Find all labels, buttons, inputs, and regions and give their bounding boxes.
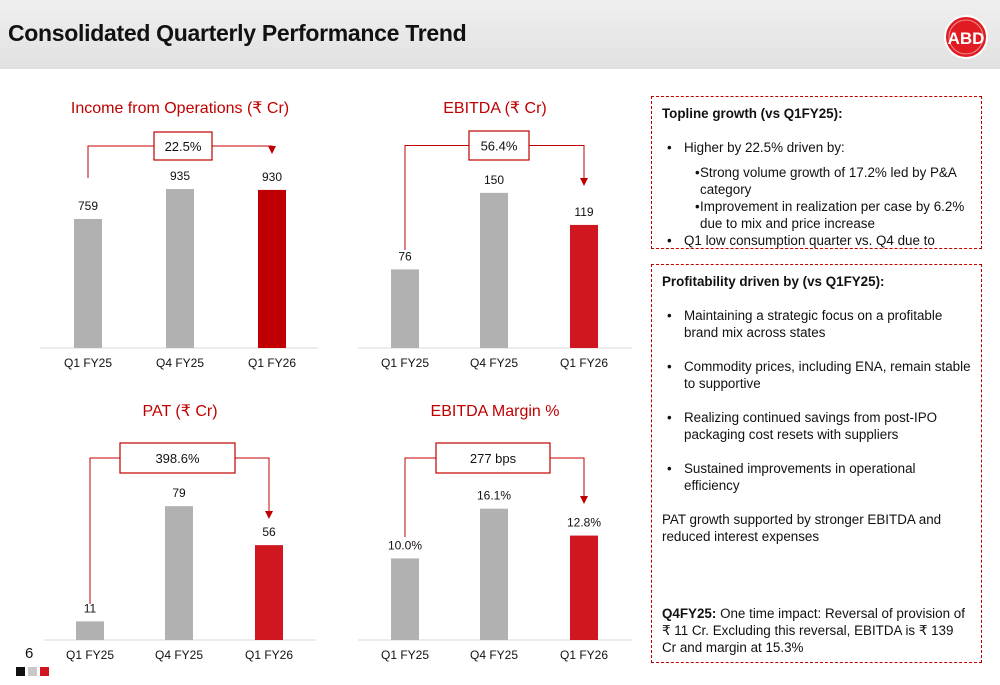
category-label: Q1 FY26 bbox=[560, 356, 608, 370]
growth-bracket-right bbox=[212, 145, 273, 147]
topline-sub-bullet-1-text: Strong volume growth of 17.2% led by P&A… bbox=[700, 165, 957, 197]
data-label: 935 bbox=[170, 169, 190, 183]
bar-q1-fy25 bbox=[76, 621, 104, 640]
category-label: Q4 FY25 bbox=[156, 356, 204, 370]
category-label: Q1 FY25 bbox=[381, 648, 429, 662]
bar-q4-fy25 bbox=[166, 189, 194, 348]
chart-ebitda: EBITDA (₹ Cr) 76 Q1 FY25 150 Q4 FY25 119 Q1 FY… bbox=[358, 100, 632, 370]
growth-arrow-head bbox=[580, 496, 588, 504]
profitability-heading: Profitability driven by (vs Q1FY25): bbox=[662, 274, 885, 289]
growth-label: 398.6% bbox=[155, 451, 200, 466]
data-label: 12.8% bbox=[567, 516, 601, 530]
chart-title: EBITDA Margin % bbox=[431, 403, 560, 420]
profitability-bullet-1: Maintaining a strategic focus on a profi… bbox=[662, 307, 971, 341]
growth-bracket-right bbox=[235, 457, 270, 512]
bar-q1-fy25 bbox=[391, 269, 419, 348]
data-label: 930 bbox=[262, 170, 282, 184]
pat-note: PAT growth supported by stronger EBITDA … bbox=[662, 512, 942, 544]
bar-q1-fy26 bbox=[255, 545, 283, 640]
bar-q1-fy26 bbox=[570, 224, 598, 348]
chart-ebitda-margin: EBITDA Margin % 10.0% Q1 FY25 16.1% Q4 FY25 1… bbox=[358, 403, 632, 662]
category-label: Q1 FY25 bbox=[66, 648, 114, 662]
chart-income-from-operations: Income from Operations (₹ Cr) 759 Q1 FY25 9… bbox=[40, 100, 318, 370]
category-label: Q1 FY26 bbox=[245, 648, 293, 662]
category-label: Q1 FY25 bbox=[381, 356, 429, 370]
growth-box bbox=[153, 131, 213, 161]
bar-q4-fy25 bbox=[165, 506, 193, 640]
data-label: 119 bbox=[574, 205, 593, 219]
bar-q4-fy25 bbox=[480, 508, 508, 640]
topline-sub-bullet-2: • Improvement in realization per case by … bbox=[695, 199, 965, 231]
footer-square-red bbox=[40, 667, 49, 676]
footer-square-gray bbox=[28, 667, 37, 676]
chart-title: EBITDA (₹ Cr) bbox=[443, 100, 547, 117]
growth-arrow-head bbox=[268, 146, 276, 154]
category-label: Q4 FY25 bbox=[470, 356, 518, 370]
growth-box bbox=[119, 442, 236, 474]
company-logo: ABD bbox=[944, 15, 988, 59]
q4-label: Q4FY25: bbox=[662, 606, 717, 621]
topline-bullet-1: Higher by 22.5% driven by: bbox=[662, 139, 971, 156]
growth-label: 277 bps bbox=[470, 451, 517, 466]
chart-title: PAT (₹ Cr) bbox=[142, 403, 217, 420]
growth-box bbox=[435, 442, 551, 474]
topline-bullet-2: Q1 low consumption quarter vs. Q4 due to… bbox=[662, 232, 971, 248]
growth-label: 56.4% bbox=[481, 139, 518, 154]
growth-box bbox=[468, 130, 530, 161]
page-title: Consolidated Quarterly Performance Trend bbox=[8, 20, 467, 46]
q4-note-text: One time impact: Reversal of provision o… bbox=[662, 606, 965, 655]
topline-heading: Topline growth (vs Q1FY25): bbox=[662, 106, 843, 121]
data-label: 79 bbox=[172, 486, 186, 500]
category-label: Q1 FY25 bbox=[64, 356, 112, 370]
growth-bracket-right bbox=[550, 457, 585, 497]
q4-note: Q4FY25: One time impact: Reversal of pro… bbox=[662, 605, 971, 656]
bar-q1-fy26 bbox=[258, 189, 286, 348]
chart-title: Income from Operations (₹ Cr) bbox=[71, 100, 289, 117]
charts-area: Income from Operations (₹ Cr) 759 Q1 FY25 9… bbox=[40, 100, 632, 662]
data-label: 11 bbox=[84, 601, 97, 615]
bar-q1-fy25 bbox=[391, 558, 419, 640]
growth-bracket-left bbox=[404, 457, 436, 537]
bar-q1-fy25 bbox=[74, 218, 102, 348]
growth-arrow-head bbox=[265, 511, 273, 519]
growth-bracket-left bbox=[404, 145, 469, 250]
bar-q4-fy25 bbox=[480, 192, 508, 348]
topline-sub-bullet-2-text: Improvement in realization per case by 6… bbox=[700, 199, 965, 231]
chart-pat: PAT (₹ Cr) 11 Q1 FY25 79 Q4 FY25 56 Q1 FY26 398… bbox=[44, 403, 316, 662]
bar-q1-fy26 bbox=[570, 535, 598, 640]
growth-label: 22.5% bbox=[165, 139, 202, 154]
page-number: 6 bbox=[25, 645, 34, 662]
header-bar: Consolidated Quarterly Performance Trend… bbox=[0, 0, 1000, 69]
profitability-bullet-3: Realizing continued savings from post-IP… bbox=[662, 409, 971, 443]
data-label: 76 bbox=[398, 249, 412, 263]
profitability-bullet-4: Sustained improvements in operational ef… bbox=[662, 460, 971, 494]
svg-text:ABD: ABD bbox=[948, 29, 985, 48]
profitability-bullet-2: Commodity prices, including ENA, remain … bbox=[662, 358, 971, 392]
data-label: 759 bbox=[78, 199, 98, 213]
category-label: Q1 FY26 bbox=[248, 356, 296, 370]
data-label: 150 bbox=[484, 173, 504, 187]
profitability-panel: Profitability driven by (vs Q1FY25): Mai… bbox=[651, 264, 982, 663]
growth-bracket-right bbox=[529, 145, 585, 179]
growth-bracket-left bbox=[87, 145, 154, 178]
topline-sub-bullet-1: • Strong volume growth of 17.2% led by P&… bbox=[695, 165, 957, 197]
growth-arrow-head bbox=[580, 178, 588, 186]
category-label: Q4 FY25 bbox=[470, 648, 518, 662]
data-label: 56 bbox=[262, 525, 276, 539]
topline-growth-panel: Topline growth (vs Q1FY25): Higher by 22… bbox=[651, 96, 982, 249]
data-label: 16.1% bbox=[477, 489, 511, 503]
footer-square-black bbox=[16, 667, 25, 676]
category-label: Q4 FY25 bbox=[155, 648, 203, 662]
growth-bracket-left bbox=[89, 457, 120, 604]
category-label: Q1 FY26 bbox=[560, 648, 608, 662]
data-label: 10.0% bbox=[388, 538, 422, 552]
